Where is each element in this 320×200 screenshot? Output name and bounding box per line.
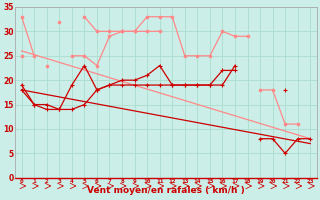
X-axis label: Vent moyen/en rafales ( km/h ): Vent moyen/en rafales ( km/h )	[87, 186, 245, 195]
